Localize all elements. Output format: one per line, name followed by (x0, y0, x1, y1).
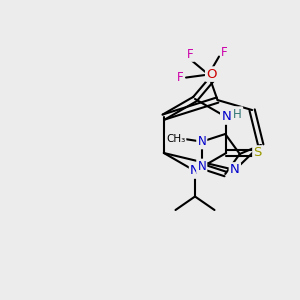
Text: H: H (233, 107, 242, 121)
Text: N: N (197, 160, 206, 173)
Text: O: O (206, 68, 217, 81)
Text: F: F (177, 71, 183, 84)
Text: N: N (197, 135, 206, 148)
Text: F: F (187, 48, 194, 61)
Text: N: N (221, 110, 231, 124)
Text: S: S (254, 146, 262, 160)
Text: F: F (221, 46, 228, 59)
Text: CH₃: CH₃ (166, 134, 185, 144)
Text: N: N (230, 164, 240, 176)
Text: N: N (190, 164, 200, 178)
